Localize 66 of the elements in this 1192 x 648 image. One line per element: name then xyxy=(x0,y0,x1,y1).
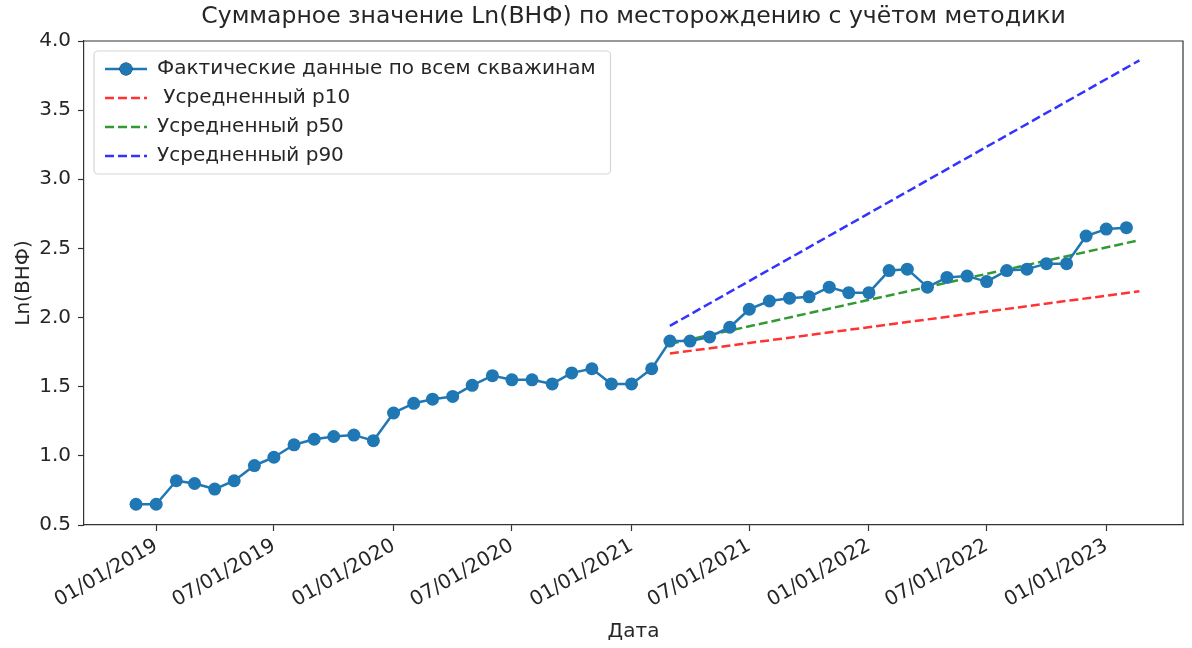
point xyxy=(1020,262,1034,276)
point xyxy=(900,262,914,276)
point xyxy=(188,477,202,491)
point xyxy=(327,430,341,443)
point xyxy=(802,290,816,304)
legend-label: Усредненный p50 xyxy=(157,113,344,138)
point xyxy=(169,474,183,488)
point xyxy=(663,334,677,348)
legend-label: Усредненный p10 xyxy=(157,84,351,109)
point xyxy=(267,450,281,464)
point xyxy=(703,330,717,344)
point xyxy=(307,432,321,446)
point xyxy=(940,270,954,284)
point xyxy=(247,459,261,473)
y-tick-label: 3.5 xyxy=(39,96,71,121)
point xyxy=(407,396,421,410)
y-axis-title: Ln(ВНФ) xyxy=(10,240,35,326)
y-tick-label: 4.0 xyxy=(39,27,71,52)
point xyxy=(465,378,479,392)
y-tick-label: 2.0 xyxy=(39,303,71,328)
point xyxy=(822,280,836,294)
point xyxy=(862,286,876,300)
point xyxy=(485,369,499,383)
y-tick-label: 2.5 xyxy=(39,234,71,259)
point xyxy=(980,275,994,289)
y-tick-label: 1.5 xyxy=(39,372,71,397)
point xyxy=(347,428,361,442)
point xyxy=(742,302,756,316)
point xyxy=(1060,257,1074,271)
point xyxy=(683,334,697,348)
point xyxy=(366,434,380,448)
legend-label: Фактические данные по всем скважинам xyxy=(157,55,596,80)
point xyxy=(565,366,579,380)
point xyxy=(920,280,934,294)
point xyxy=(545,377,559,391)
point xyxy=(1119,221,1133,235)
point xyxy=(387,406,401,420)
point xyxy=(625,377,639,391)
y-tick-label: 3.0 xyxy=(39,165,71,190)
x-axis-title: Дата xyxy=(607,618,660,643)
point xyxy=(882,264,896,278)
point xyxy=(1000,264,1014,278)
point xyxy=(960,269,974,283)
point xyxy=(723,320,737,334)
y-tick-label: 1.0 xyxy=(39,442,71,467)
point xyxy=(783,291,797,305)
point xyxy=(1099,222,1113,236)
point xyxy=(208,482,222,496)
point xyxy=(287,438,301,452)
point xyxy=(1079,229,1093,243)
point xyxy=(505,373,519,387)
point xyxy=(227,474,241,488)
point xyxy=(842,286,856,300)
point xyxy=(129,497,143,511)
point xyxy=(426,392,440,406)
y-tick-label: 0.5 xyxy=(39,511,71,536)
point xyxy=(525,373,539,387)
point xyxy=(446,389,460,403)
point xyxy=(604,377,618,391)
point xyxy=(1039,257,1053,271)
chart-title: Суммарное значение Ln(ВНФ) по месторождению с учётом методики xyxy=(201,1,1066,30)
point xyxy=(585,362,599,376)
point xyxy=(762,294,776,308)
legend-label: Усредненный p90 xyxy=(157,142,344,167)
point xyxy=(645,362,659,376)
point xyxy=(149,497,163,511)
